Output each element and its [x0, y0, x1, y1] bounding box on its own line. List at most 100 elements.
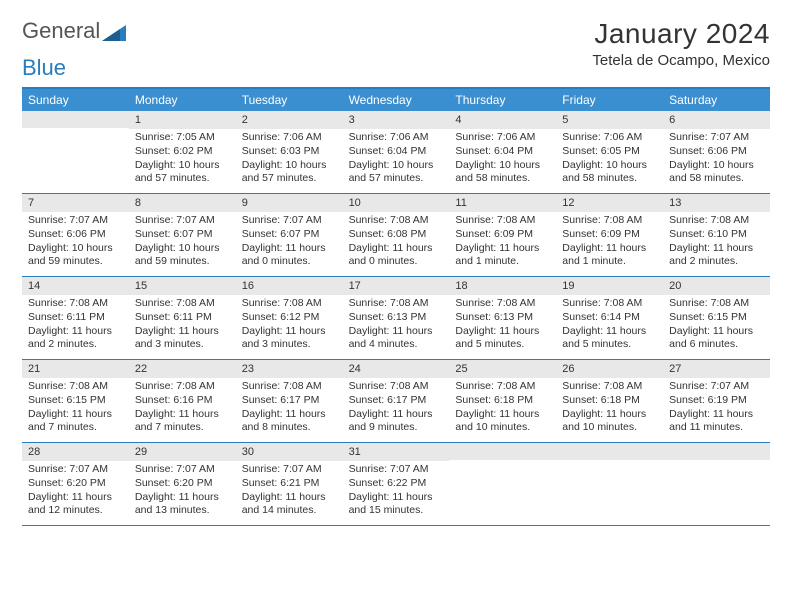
- sun-info-line: and 59 minutes.: [135, 255, 230, 269]
- calendar-cell: 21Sunrise: 7:08 AMSunset: 6:15 PMDayligh…: [22, 360, 129, 442]
- sun-info-line: Sunrise: 7:08 AM: [28, 380, 123, 394]
- day-number: 1: [129, 111, 236, 129]
- sun-info-line: and 8 minutes.: [242, 421, 337, 435]
- sun-info-line: Daylight: 11 hours: [455, 408, 550, 422]
- sun-info-line: Daylight: 11 hours: [669, 408, 764, 422]
- sun-info-line: Sunrise: 7:08 AM: [135, 297, 230, 311]
- sun-info-line: Sunset: 6:14 PM: [562, 311, 657, 325]
- calendar-cell: 25Sunrise: 7:08 AMSunset: 6:18 PMDayligh…: [449, 360, 556, 442]
- week-row: 28Sunrise: 7:07 AMSunset: 6:20 PMDayligh…: [22, 443, 770, 526]
- day-number: [556, 443, 663, 460]
- sun-info-line: Sunset: 6:12 PM: [242, 311, 337, 325]
- sun-info-line: Daylight: 11 hours: [349, 242, 444, 256]
- sun-info-line: Daylight: 11 hours: [349, 408, 444, 422]
- cell-body: [556, 460, 663, 522]
- cell-body: Sunrise: 7:07 AMSunset: 6:20 PMDaylight:…: [22, 461, 129, 522]
- calendar-cell: [22, 111, 129, 193]
- day-number: 3: [343, 111, 450, 129]
- sun-info-line: Daylight: 11 hours: [562, 325, 657, 339]
- sun-info-line: and 7 minutes.: [28, 421, 123, 435]
- sun-info-line: and 2 minutes.: [28, 338, 123, 352]
- calendar-cell: 24Sunrise: 7:08 AMSunset: 6:17 PMDayligh…: [343, 360, 450, 442]
- sun-info-line: Sunrise: 7:08 AM: [562, 380, 657, 394]
- calendar-cell: 18Sunrise: 7:08 AMSunset: 6:13 PMDayligh…: [449, 277, 556, 359]
- cell-body: Sunrise: 7:08 AMSunset: 6:17 PMDaylight:…: [236, 378, 343, 439]
- logo-text-blue: Blue: [22, 55, 66, 81]
- calendar-cell: 7Sunrise: 7:07 AMSunset: 6:06 PMDaylight…: [22, 194, 129, 276]
- calendar-cell: 16Sunrise: 7:08 AMSunset: 6:12 PMDayligh…: [236, 277, 343, 359]
- sun-info-line: Sunrise: 7:07 AM: [242, 214, 337, 228]
- cell-body: Sunrise: 7:05 AMSunset: 6:02 PMDaylight:…: [129, 129, 236, 190]
- cell-body: Sunrise: 7:08 AMSunset: 6:10 PMDaylight:…: [663, 212, 770, 273]
- sun-info-line: Sunset: 6:10 PM: [669, 228, 764, 242]
- day-number: 9: [236, 194, 343, 212]
- day-header: Monday: [129, 89, 236, 111]
- day-number: 29: [129, 443, 236, 461]
- sun-info-line: Sunrise: 7:08 AM: [28, 297, 123, 311]
- sun-info-line: Sunset: 6:20 PM: [135, 477, 230, 491]
- sun-info-line: and 1 minute.: [455, 255, 550, 269]
- cell-body: Sunrise: 7:06 AMSunset: 6:04 PMDaylight:…: [449, 129, 556, 190]
- day-number: 4: [449, 111, 556, 129]
- sun-info-line: Sunrise: 7:06 AM: [242, 131, 337, 145]
- sun-info-line: and 9 minutes.: [349, 421, 444, 435]
- sun-info-line: Daylight: 11 hours: [242, 408, 337, 422]
- sun-info-line: Daylight: 11 hours: [349, 491, 444, 505]
- calendar-cell: 12Sunrise: 7:08 AMSunset: 6:09 PMDayligh…: [556, 194, 663, 276]
- cell-body: Sunrise: 7:07 AMSunset: 6:22 PMDaylight:…: [343, 461, 450, 522]
- day-number: 26: [556, 360, 663, 378]
- sun-info-line: and 7 minutes.: [135, 421, 230, 435]
- calendar-cell: 22Sunrise: 7:08 AMSunset: 6:16 PMDayligh…: [129, 360, 236, 442]
- triangle-icon: [102, 23, 126, 41]
- sun-info-line: and 57 minutes.: [135, 172, 230, 186]
- sun-info-line: Sunset: 6:19 PM: [669, 394, 764, 408]
- sun-info-line: Sunrise: 7:08 AM: [455, 214, 550, 228]
- calendar-cell: 17Sunrise: 7:08 AMSunset: 6:13 PMDayligh…: [343, 277, 450, 359]
- calendar-cell: 14Sunrise: 7:08 AMSunset: 6:11 PMDayligh…: [22, 277, 129, 359]
- cell-body: Sunrise: 7:08 AMSunset: 6:12 PMDaylight:…: [236, 295, 343, 356]
- calendar-cell: 31Sunrise: 7:07 AMSunset: 6:22 PMDayligh…: [343, 443, 450, 525]
- sun-info-line: Sunset: 6:04 PM: [349, 145, 444, 159]
- sun-info-line: Sunrise: 7:08 AM: [669, 297, 764, 311]
- title-block: January 2024 Tetela de Ocampo, Mexico: [592, 18, 770, 69]
- calendar: Sunday Monday Tuesday Wednesday Thursday…: [22, 87, 770, 526]
- sun-info-line: Sunset: 6:06 PM: [28, 228, 123, 242]
- calendar-cell: 3Sunrise: 7:06 AMSunset: 6:04 PMDaylight…: [343, 111, 450, 193]
- cell-body: Sunrise: 7:08 AMSunset: 6:17 PMDaylight:…: [343, 378, 450, 439]
- calendar-cell: 27Sunrise: 7:07 AMSunset: 6:19 PMDayligh…: [663, 360, 770, 442]
- day-number: 17: [343, 277, 450, 295]
- day-number: 30: [236, 443, 343, 461]
- sun-info-line: Sunrise: 7:08 AM: [242, 380, 337, 394]
- sun-info-line: Sunrise: 7:07 AM: [135, 463, 230, 477]
- sun-info-line: Daylight: 11 hours: [562, 242, 657, 256]
- sun-info-line: Sunrise: 7:08 AM: [562, 214, 657, 228]
- sun-info-line: Sunset: 6:06 PM: [669, 145, 764, 159]
- day-number: 2: [236, 111, 343, 129]
- cell-body: Sunrise: 7:07 AMSunset: 6:21 PMDaylight:…: [236, 461, 343, 522]
- sun-info-line: Sunset: 6:05 PM: [562, 145, 657, 159]
- cell-body: Sunrise: 7:08 AMSunset: 6:16 PMDaylight:…: [129, 378, 236, 439]
- sun-info-line: Daylight: 11 hours: [28, 491, 123, 505]
- calendar-cell: 29Sunrise: 7:07 AMSunset: 6:20 PMDayligh…: [129, 443, 236, 525]
- sun-info-line: and 2 minutes.: [669, 255, 764, 269]
- sun-info-line: Sunrise: 7:07 AM: [669, 131, 764, 145]
- cell-body: Sunrise: 7:06 AMSunset: 6:03 PMDaylight:…: [236, 129, 343, 190]
- sun-info-line: Daylight: 11 hours: [242, 325, 337, 339]
- cell-body: Sunrise: 7:08 AMSunset: 6:14 PMDaylight:…: [556, 295, 663, 356]
- cell-body: Sunrise: 7:06 AMSunset: 6:05 PMDaylight:…: [556, 129, 663, 190]
- sun-info-line: Sunset: 6:15 PM: [669, 311, 764, 325]
- cell-body: Sunrise: 7:08 AMSunset: 6:15 PMDaylight:…: [663, 295, 770, 356]
- day-number: 16: [236, 277, 343, 295]
- day-number: 12: [556, 194, 663, 212]
- day-number: 15: [129, 277, 236, 295]
- sun-info-line: and 5 minutes.: [562, 338, 657, 352]
- sun-info-line: Sunset: 6:09 PM: [455, 228, 550, 242]
- sun-info-line: and 3 minutes.: [135, 338, 230, 352]
- cell-body: Sunrise: 7:08 AMSunset: 6:18 PMDaylight:…: [449, 378, 556, 439]
- sun-info-line: Daylight: 11 hours: [455, 242, 550, 256]
- sun-info-line: and 4 minutes.: [349, 338, 444, 352]
- sun-info-line: Daylight: 10 hours: [562, 159, 657, 173]
- week-row: 1Sunrise: 7:05 AMSunset: 6:02 PMDaylight…: [22, 111, 770, 194]
- day-number: 24: [343, 360, 450, 378]
- cell-body: Sunrise: 7:07 AMSunset: 6:06 PMDaylight:…: [22, 212, 129, 273]
